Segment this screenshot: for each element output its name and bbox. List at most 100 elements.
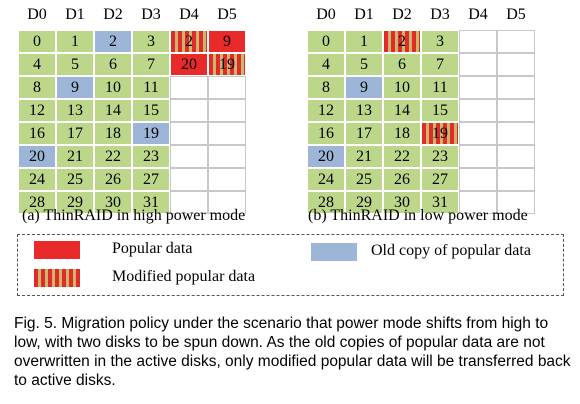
disk-header-d5: D5 — [217, 6, 237, 23]
block-cell-empty — [170, 145, 208, 168]
block-cell-empty — [459, 53, 497, 76]
block-cell-27: 27 — [132, 168, 170, 191]
disk-header-d4: D4 — [179, 6, 199, 23]
legend-label-old-copy: Old copy of popular data — [371, 242, 531, 259]
block-cell-empty — [497, 168, 535, 191]
block-cell-1: 1 — [56, 30, 94, 53]
block-cell-empty — [497, 122, 535, 145]
block-cell-empty — [208, 99, 246, 122]
block-cell-empty — [170, 99, 208, 122]
block-cell-11: 11 — [132, 76, 170, 99]
figure-caption: Fig. 5. Migration policy under the scena… — [14, 315, 571, 389]
disk-header-d3: D3 — [430, 6, 450, 23]
block-cell-empty — [497, 191, 535, 214]
block-cell-20: 20 — [18, 145, 56, 168]
block-cell-empty — [497, 76, 535, 99]
block-cell-23: 23 — [421, 145, 459, 168]
grid-low-power-mode: D0 D1 D2 D3 D4 D5 0 1 2 3 4 5 6 7 8 9 10 11 12 13 14 15 16 17 18… — [307, 6, 537, 214]
block-cell-1: 1 — [345, 30, 383, 53]
block-cell-20: 20 — [307, 145, 345, 168]
block-cell-empty — [208, 76, 246, 99]
block-cell-19: 19 — [132, 122, 170, 145]
block-cell-16: 16 — [307, 122, 345, 145]
block-cell-31: 31 — [421, 191, 459, 214]
legend-box: Popular data Modified popular data Old c… — [17, 234, 564, 296]
block-cell-20: 20 — [170, 53, 208, 76]
block-cell-29: 29 — [345, 191, 383, 214]
block-cell-8: 8 — [307, 76, 345, 99]
disk-header-d4: D4 — [468, 6, 488, 23]
block-cell-13: 13 — [345, 99, 383, 122]
block-cell-24: 24 — [307, 168, 345, 191]
block-cell-17: 17 — [345, 122, 383, 145]
block-cell-5: 5 — [345, 53, 383, 76]
block-cell-26: 26 — [383, 168, 421, 191]
block-cell-18: 18 — [94, 122, 132, 145]
block-cell-empty — [170, 168, 208, 191]
block-cell-empty — [459, 99, 497, 122]
legend-label-modified: Modified popular data — [112, 268, 256, 285]
block-cell-21: 21 — [56, 145, 94, 168]
block-cell-empty — [497, 53, 535, 76]
disk-header-d1: D1 — [354, 6, 374, 23]
block-cell-empty — [459, 191, 497, 214]
block-cell-9: 9 — [208, 30, 246, 53]
block-cell-9: 9 — [56, 76, 94, 99]
disk-header-d0: D0 — [316, 6, 336, 23]
disk-header-d0: D0 — [27, 6, 47, 23]
block-cell-empty — [497, 145, 535, 168]
block-cell-16: 16 — [18, 122, 56, 145]
block-cell-10: 10 — [94, 76, 132, 99]
legend-swatch-old-copy — [311, 243, 357, 261]
block-cell-empty — [170, 122, 208, 145]
block-cell-15: 15 — [132, 99, 170, 122]
block-cell-22: 22 — [94, 145, 132, 168]
block-cell-13: 13 — [56, 99, 94, 122]
block-cell-empty — [459, 76, 497, 99]
disk-header-d5: D5 — [506, 6, 526, 23]
block-cell-18: 18 — [383, 122, 421, 145]
block-cell-4: 4 — [18, 53, 56, 76]
disk-header-d1: D1 — [65, 6, 85, 23]
block-cell-empty — [497, 99, 535, 122]
legend-swatch-modified — [34, 269, 80, 287]
block-cell-21: 21 — [345, 145, 383, 168]
block-cell-3: 3 — [132, 30, 170, 53]
block-cell-2: 2 — [94, 30, 132, 53]
block-cell-empty — [459, 122, 497, 145]
disk-header-d3: D3 — [141, 6, 161, 23]
block-cell-empty — [208, 191, 246, 214]
block-cell-26: 26 — [94, 168, 132, 191]
caption-high-power-mode: (a) ThinRAID in high power mode — [22, 207, 246, 224]
block-cell-14: 14 — [383, 99, 421, 122]
block-cell-empty — [208, 168, 246, 191]
block-cell-0: 0 — [307, 30, 345, 53]
block-cell-3: 3 — [421, 30, 459, 53]
block-cell-19: 19 — [421, 122, 459, 145]
block-cell-empty — [208, 145, 246, 168]
block-cell-empty — [459, 168, 497, 191]
block-cell-0: 0 — [18, 30, 56, 53]
block-cell-25: 25 — [56, 168, 94, 191]
block-cell-27: 27 — [421, 168, 459, 191]
block-cell-30: 30 — [383, 191, 421, 214]
block-cell-30: 30 — [94, 191, 132, 214]
block-cell-14: 14 — [94, 99, 132, 122]
block-cell-12: 12 — [307, 99, 345, 122]
legend-swatch-popular — [34, 241, 80, 259]
block-cell-2: 2 — [170, 30, 208, 53]
block-cell-7: 7 — [421, 53, 459, 76]
block-cell-10: 10 — [383, 76, 421, 99]
block-cell-6: 6 — [94, 53, 132, 76]
block-cell-empty — [170, 191, 208, 214]
block-cell-11: 11 — [421, 76, 459, 99]
disk-header-d2: D2 — [392, 6, 412, 23]
block-cell-24: 24 — [18, 168, 56, 191]
disk-header-d2: D2 — [103, 6, 123, 23]
block-cell-17: 17 — [56, 122, 94, 145]
caption-low-power-mode: (b) ThinRAID in low power mode — [308, 207, 528, 224]
block-cell-22: 22 — [383, 145, 421, 168]
block-cell-12: 12 — [18, 99, 56, 122]
block-cell-28: 28 — [18, 191, 56, 214]
block-cell-empty — [170, 76, 208, 99]
